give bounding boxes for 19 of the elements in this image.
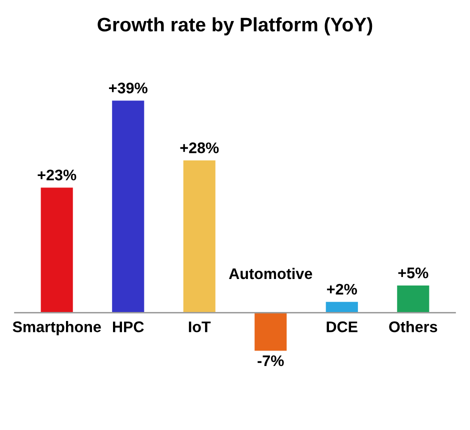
data-label: +2%: [327, 284, 357, 295]
bar: [254, 312, 287, 351]
x-tick-label: HPC: [113, 321, 144, 332]
data-label: +39%: [109, 82, 148, 94]
bar: [112, 100, 144, 313]
data-label: +23%: [38, 170, 76, 180]
bar: [183, 160, 216, 313]
x-tick-label: DCE: [326, 321, 358, 332]
bar: [397, 286, 430, 313]
data-label: +5%: [398, 268, 428, 278]
x-tick-label: Smartphone: [12, 321, 101, 336]
data-label: -7%: [258, 355, 284, 366]
x-tick-label: Automotive: [228, 268, 312, 280]
data-label: +28%: [180, 142, 219, 154]
bar: [40, 188, 73, 313]
bar: [326, 302, 358, 313]
chart-title: Growth rate by Platform (YoY): [98, 17, 372, 36]
x-tick-label: IoT: [188, 322, 211, 332]
x-tick-label: Others: [389, 321, 438, 332]
